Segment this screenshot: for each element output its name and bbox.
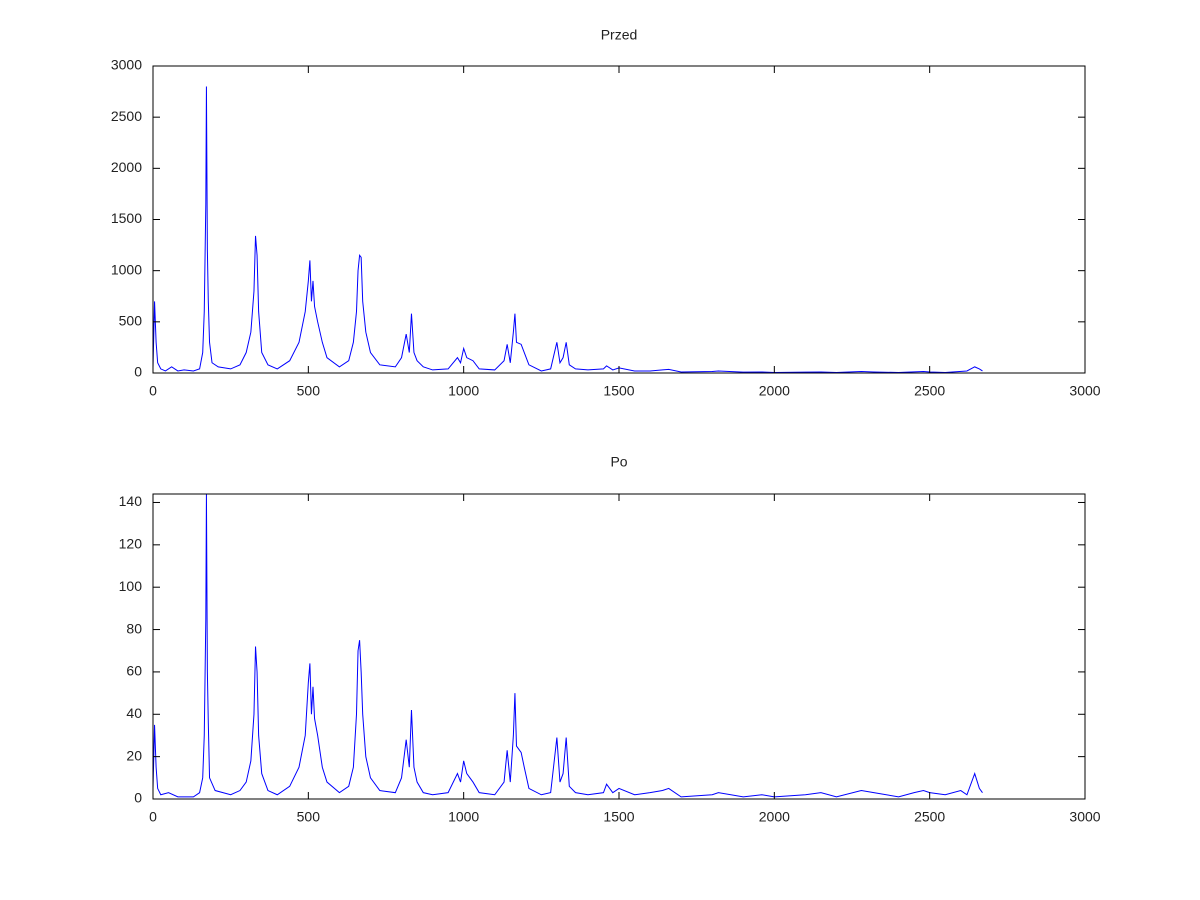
y-tick-label: 80 [126,620,142,636]
y-tick-label: 3000 [111,57,142,73]
plot-frame [152,493,1086,800]
y-tick-label: 1000 [111,261,142,277]
y-tick-label: 20 [126,747,142,763]
y-tick-label: 500 [119,313,143,329]
x-tick-label: 2000 [759,383,790,399]
x-tick-label: 0 [149,809,157,825]
x-tick-label: 1000 [448,809,479,825]
y-tick-label: 100 [119,578,143,594]
x-tick-label: 500 [297,383,321,399]
plot-frame [152,65,1086,374]
y-tick-label: 40 [126,705,142,721]
x-tick-label: 500 [297,809,321,825]
spectrum-line [152,493,983,798]
x-tick-label: 2000 [759,809,790,825]
x-tick-label: 0 [149,383,157,399]
y-tick-label: 2500 [111,108,142,124]
y-tick-label: 0 [134,364,142,380]
x-tick-label: 3000 [1069,809,1100,825]
y-tick-label: 140 [119,493,143,509]
spectrum-line [152,86,983,373]
y-tick-label: 60 [126,663,142,679]
chart-title: Przed [601,27,638,43]
x-tick-label: 1000 [448,383,479,399]
x-tick-label: 2500 [914,383,945,399]
chart-title: Po [610,454,627,470]
x-tick-label: 2500 [914,809,945,825]
x-tick-label: 3000 [1069,383,1100,399]
y-tick-label: 2000 [111,159,142,175]
y-tick-label: 120 [119,536,143,552]
y-tick-label: 1500 [111,210,142,226]
x-tick-label: 1500 [603,809,634,825]
y-tick-label: 0 [134,790,142,806]
x-tick-label: 1500 [603,383,634,399]
